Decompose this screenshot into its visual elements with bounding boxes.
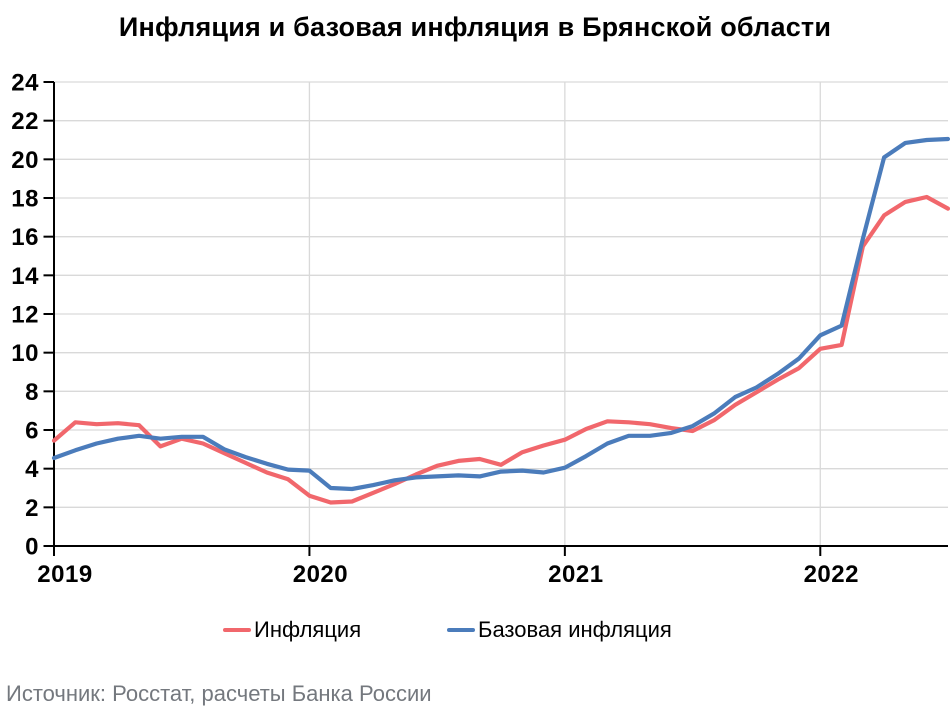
x-axis-label: 2019 [37, 561, 92, 588]
source-note: Источник: Росстат, расчеты Банка России [6, 681, 432, 706]
y-axis-label: 16 [11, 224, 39, 251]
chart-title: Инфляция и базовая инфляция в Брянской о… [118, 12, 832, 42]
y-axis-label: 12 [11, 302, 39, 329]
legend-item-inflation: Инфляция [223, 615, 361, 645]
y-axis-label: 14 [11, 263, 39, 290]
core-inflation-line-marker [447, 628, 475, 632]
y-axis-label: 0 [25, 534, 39, 561]
y-axis-label: 24 [11, 70, 39, 97]
chart-legend: Инфляция Базовая инфляция [0, 615, 950, 645]
legend-item-core-inflation: Базовая инфляция [447, 615, 672, 645]
y-axis-label: 20 [11, 147, 39, 174]
legend-label-inflation: Инфляция [254, 617, 362, 642]
core-inflation-line [51, 136, 950, 492]
inflation-line [51, 194, 950, 505]
y-axis-label: 4 [25, 456, 39, 483]
x-axis-label: 2022 [804, 561, 859, 588]
y-axis-label: 6 [25, 418, 39, 445]
legend-label-core-inflation: Базовая инфляция [478, 617, 672, 642]
y-axis-label: 10 [11, 340, 39, 367]
y-axis-label: 22 [11, 108, 39, 135]
y-axis-label: 2 [25, 495, 39, 522]
inflation-line-marker [223, 628, 251, 632]
x-axis-label: 2020 [293, 561, 348, 588]
x-axis-label: 2021 [548, 561, 603, 588]
y-axis-label: 8 [25, 379, 39, 406]
y-axis-label: 18 [11, 186, 39, 213]
